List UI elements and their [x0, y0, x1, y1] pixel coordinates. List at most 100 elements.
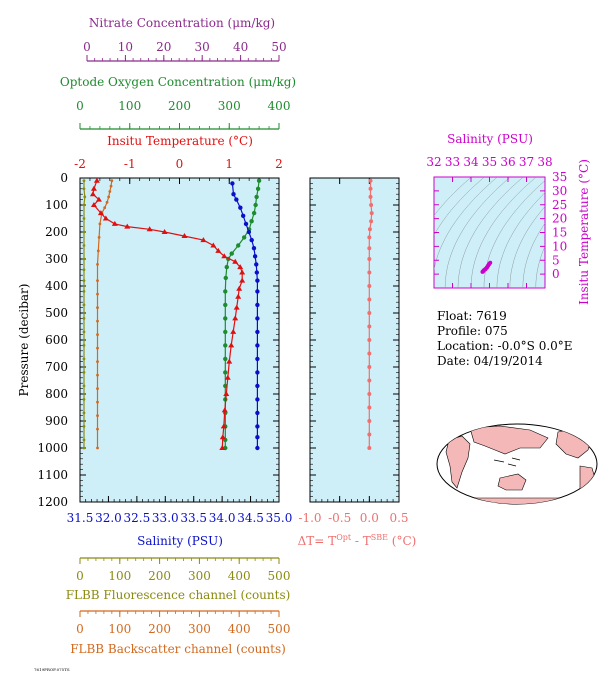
date-text: Date: 04/19/2014	[437, 354, 543, 368]
backscatter-point	[96, 446, 99, 450]
backscatter-point	[96, 414, 99, 417]
salinity-point	[246, 229, 252, 235]
nitrate-tick-label: 20	[156, 40, 171, 54]
temperature-axis-label: Insitu Temperature (°C)	[107, 134, 253, 148]
ts-temperature-tick-label: 15	[552, 226, 567, 240]
salinity-tick-label: 34.5	[237, 511, 264, 525]
salinity-tick-label: 35.0	[266, 511, 293, 525]
oxygen-tick-label: 300	[218, 99, 241, 113]
salinity-tick-label: 33.0	[152, 511, 179, 525]
ts-temperature-tick-label: 0	[552, 267, 560, 281]
salinity-point	[243, 221, 249, 227]
oxygen-point	[223, 356, 228, 362]
backscatter-tick-label: 100	[108, 622, 131, 636]
delta-t-point	[367, 284, 372, 288]
salinity-point	[234, 197, 239, 202]
ts-density-contour	[434, 177, 472, 216]
oxygen-point	[256, 178, 262, 183]
salinity-point	[255, 278, 260, 283]
fluorescence-point	[82, 244, 86, 247]
salinity-point	[255, 445, 260, 451]
salinity-point	[255, 343, 260, 348]
pressure-tick-labels: 0 100 200 300 400 500 600 700 800 900 1000 1100 1200	[37, 171, 68, 509]
ts-density-contour	[509, 206, 545, 288]
temperature-point	[90, 185, 97, 191]
fluorescence-point	[82, 179, 86, 183]
salinity-tick-label: 33.5	[180, 511, 207, 525]
backscatter-point	[96, 292, 99, 296]
oxygen-point	[223, 343, 228, 348]
fluorescence-point	[82, 279, 86, 282]
backscatter-point	[96, 346, 99, 350]
ts-diagram-panel	[433, 176, 546, 289]
delta-t-point	[367, 311, 372, 315]
delta-t-point	[369, 219, 374, 224]
ts-salinity-tick-label: 35	[482, 155, 497, 169]
fluorescence-tick-label: 0	[76, 569, 84, 583]
oxygen-axis-label: Optode Oxygen Concentration (μm/kg)	[60, 75, 296, 89]
salinity-point	[255, 302, 260, 308]
salinity-point	[231, 192, 236, 197]
oxygen-tick-label: 200	[168, 99, 191, 113]
world-map	[436, 423, 598, 505]
temperature-point	[232, 258, 239, 264]
delta-t-point	[367, 297, 372, 302]
pressure-tick-label: 1200	[37, 495, 68, 509]
backscatter-point	[105, 200, 109, 204]
backscatter-point	[96, 249, 100, 253]
float-id-text: Float: 7619	[437, 309, 507, 323]
salinity-tick-label: 32.0	[95, 511, 122, 525]
delta-t-point	[367, 246, 372, 251]
fluorescence-point	[82, 384, 86, 388]
backscatter-tick-label: 200	[148, 622, 171, 636]
nitrate-axis: Nitrate Concentration (μm/kg) 0 10 20 30 40 5…	[83, 16, 287, 62]
fluorescence-point	[82, 398, 86, 401]
oxygen-point	[236, 243, 241, 248]
delta-t-point	[369, 211, 374, 216]
backscatter-point	[96, 387, 99, 390]
fluorescence-point	[82, 303, 86, 307]
temperature-tick-label: 0	[176, 157, 184, 171]
delta-t-point	[367, 351, 372, 356]
ts-salinity-tick-label: 32	[426, 155, 441, 169]
fluorescence-point	[82, 438, 86, 442]
salinity-point	[255, 397, 260, 402]
ts-temperature-tick-label: 35	[552, 170, 567, 184]
delta-t-point	[367, 446, 372, 450]
oxygen-point	[229, 251, 234, 256]
oxygen-tick-label: 400	[268, 99, 291, 113]
temperature-point	[97, 210, 104, 216]
backscatter-point	[108, 190, 112, 193]
temperature-point	[95, 196, 102, 202]
temperature-point	[220, 423, 227, 429]
backscatter-point	[109, 184, 113, 188]
pressure-tick-label: 1100	[37, 468, 68, 482]
oxygen-point	[223, 275, 228, 281]
temperature-tick-labels: -2 -1 0 1 2	[74, 157, 283, 171]
delta-t-point	[367, 324, 372, 329]
salinity-point	[255, 410, 260, 416]
oxygen-point	[223, 289, 228, 294]
fluorescence-axis-label: FLBB Fluorescence channel (counts)	[66, 588, 291, 602]
delta-t-panel	[309, 177, 400, 503]
pressure-axis-label: Pressure (decibar)	[17, 284, 31, 397]
pressure-tick-label: 700	[45, 360, 68, 374]
backscatter-point	[96, 319, 99, 323]
temperature-tick-label: -1	[124, 157, 136, 171]
fluorescence-point	[82, 290, 86, 293]
delta-t-point	[367, 405, 372, 410]
temperature-point	[233, 304, 240, 310]
fluorescence-point	[82, 257, 86, 261]
temperature-point	[230, 328, 237, 334]
temperature-point	[235, 293, 242, 299]
backscatter-point	[96, 373, 99, 377]
ts-temperature-axis-label: Insitu Temperature (°C)	[577, 159, 591, 305]
nitrate-tick-label: 0	[83, 40, 91, 54]
islands-indonesia	[493, 457, 521, 467]
temperature-point	[161, 229, 168, 234]
fluorescence-tick-label: 500	[268, 569, 291, 583]
oxygen-point	[223, 329, 228, 335]
fluorescence-tick-labels: 0 100 200 300 400 500	[76, 558, 290, 583]
temperature-point	[239, 269, 246, 275]
ts-salinity-tick-label: 38	[537, 155, 552, 169]
